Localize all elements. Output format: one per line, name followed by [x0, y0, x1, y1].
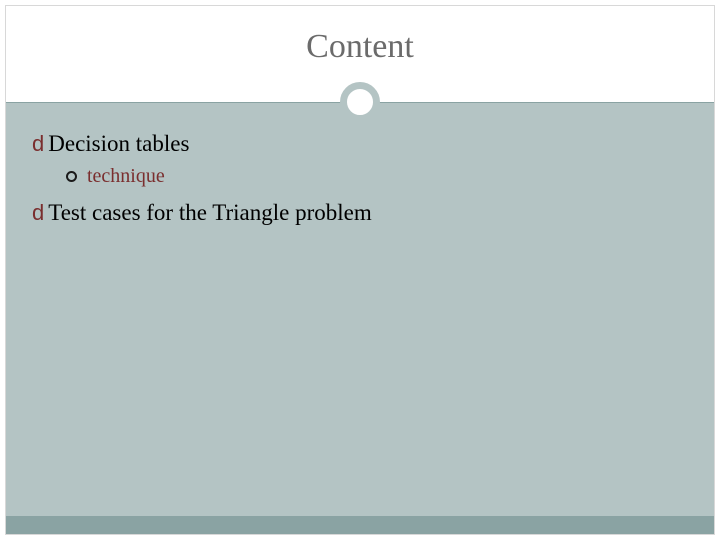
- circle-ornament-icon: [340, 82, 380, 122]
- bullet-text: technique: [87, 165, 165, 188]
- bullet-text: Test cases for the Triangle problem: [48, 200, 372, 226]
- list-item: d Test cases for the Triangle problem: [32, 200, 688, 226]
- scribble-bullet-icon: d: [32, 202, 44, 224]
- slide: Content d Decision tables technique d Te…: [5, 5, 715, 535]
- bullet-text: Decision tables: [48, 131, 189, 157]
- scribble-bullet-icon: d: [32, 133, 44, 155]
- bottom-accent-bar: [6, 516, 714, 534]
- circle-bullet-icon: [66, 171, 77, 182]
- list-item: technique: [66, 165, 688, 188]
- slide-title: Content: [6, 6, 714, 66]
- list-item: d Decision tables: [32, 131, 688, 157]
- content-area: d Decision tables technique d Test cases…: [6, 103, 714, 534]
